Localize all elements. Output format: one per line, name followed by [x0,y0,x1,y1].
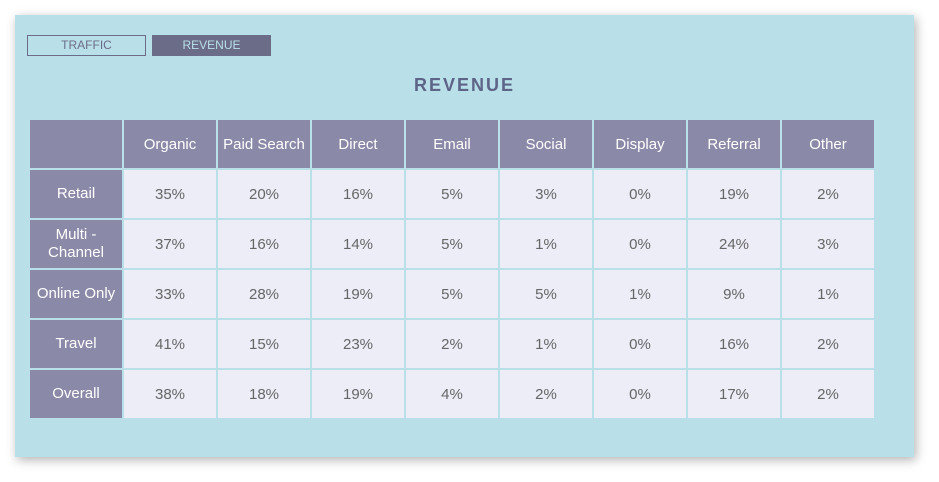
table-cell: 16% [216,218,312,270]
table-cell: 28% [216,268,312,320]
table-row: Multi - Channel 37% 16% 14% 5% 1% 0% 24% 3% [28,218,876,270]
column-header: Paid Search [216,118,312,170]
tab-traffic[interactable]: TRAFFIC [27,35,146,56]
table-cell: 19% [686,168,782,220]
table-cell: 17% [686,368,782,420]
table-cell: 16% [686,318,782,370]
table-cell: 0% [592,318,688,370]
row-header: Travel [28,318,124,370]
table-cell: 0% [592,218,688,270]
table-cell: 19% [310,268,406,320]
table-cell: 35% [122,168,218,220]
table-cell: 2% [404,318,500,370]
row-header: Retail [28,168,124,220]
table-cell: 3% [498,168,594,220]
table-row: Overall 38% 18% 19% 4% 2% 0% 17% 2% [28,368,876,420]
table-cell: 1% [498,318,594,370]
tab-revenue[interactable]: REVENUE [152,35,271,56]
table-cell: 18% [216,368,312,420]
table-row: Retail 35% 20% 16% 5% 3% 0% 19% 2% [28,168,876,220]
row-header: Overall [28,368,124,420]
table-cell: 16% [310,168,406,220]
column-header: Referral [686,118,782,170]
table-cell: 2% [780,168,876,220]
revenue-panel: TRAFFIC REVENUE REVENUE Organic Paid Sear… [15,15,914,457]
table-cell: 19% [310,368,406,420]
table-cell: 0% [592,368,688,420]
table-cell: 1% [592,268,688,320]
table-row: Travel 41% 15% 23% 2% 1% 0% 16% 2% [28,318,876,370]
row-header: Multi - Channel [28,218,124,270]
table-cell: 15% [216,318,312,370]
table-cell: 2% [780,318,876,370]
table-cell: 1% [780,268,876,320]
column-header: Other [780,118,876,170]
column-header: Direct [310,118,406,170]
column-header: Display [592,118,688,170]
table-cell: 5% [404,268,500,320]
table-cell: 9% [686,268,782,320]
column-header [28,118,124,170]
column-header: Social [498,118,594,170]
table-row: Online Only 33% 28% 19% 5% 5% 1% 9% 1% [28,268,876,320]
table-cell: 37% [122,218,218,270]
table-cell: 3% [780,218,876,270]
table-cell: 4% [404,368,500,420]
column-header: Email [404,118,500,170]
revenue-table: Organic Paid Search Direct Email Social Displ… [28,118,876,420]
table-cell: 5% [404,218,500,270]
table-cell: 14% [310,218,406,270]
table-cell: 5% [404,168,500,220]
row-header: Online Only [28,268,124,320]
table-cell: 41% [122,318,218,370]
table-cell: 33% [122,268,218,320]
column-header: Organic [122,118,218,170]
table-cell: 24% [686,218,782,270]
table-cell: 2% [498,368,594,420]
page-title: REVENUE [413,75,516,95]
table-cell: 2% [780,368,876,420]
table-cell: 20% [216,168,312,220]
table-cell: 0% [592,168,688,220]
table-cell: 1% [498,218,594,270]
table-cell: 5% [498,268,594,320]
table-cell: 23% [310,318,406,370]
table-cell: 38% [122,368,218,420]
